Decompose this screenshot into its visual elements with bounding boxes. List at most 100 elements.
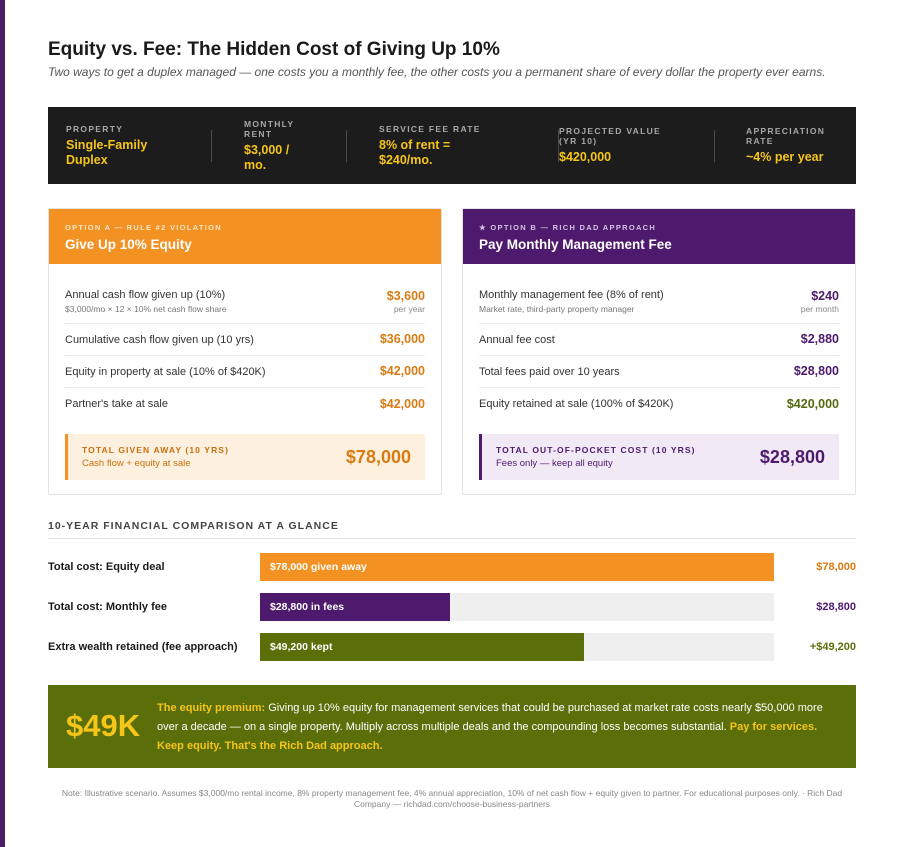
- row-label: Equity retained at sale (100% of $420K): [479, 398, 674, 410]
- stat-value: $3,000 / mo.: [244, 143, 346, 173]
- stat-label-line: PROJECTED VALUE: [559, 126, 661, 136]
- row-label: Monthly management fee (8% of rent): [479, 289, 664, 301]
- stat-value-line: $240/mo.: [379, 152, 433, 167]
- stat-label-line: RATE: [746, 136, 774, 146]
- row-value: $240: [811, 289, 839, 303]
- equity-premium-banner: $49K The equity premium: Giving up 10% e…: [48, 685, 856, 768]
- option-a-header: OPTION A — RULE #2 VIOLATION Give Up 10%…: [49, 209, 441, 264]
- row-value: $420,000: [786, 396, 839, 411]
- table-row: Cumulative cash flow given up (10 yrs) $…: [65, 324, 425, 356]
- stat-label-line: (YR 10): [559, 136, 598, 146]
- comparison-bar: $49,200 kept: [260, 633, 584, 661]
- comparison-label: Total cost: Monthly fee: [48, 601, 167, 613]
- table-row: Annual fee cost $2,880: [479, 324, 839, 356]
- total-left: TOTAL OUT-OF-POCKET COST (10 YRS) Fees o…: [496, 445, 696, 470]
- row-sublabel: Market rate, third-party property manage…: [479, 304, 635, 314]
- row-value: $3,600: [386, 289, 425, 303]
- table-row: Equity in property at sale (10% of $420K…: [65, 356, 425, 388]
- comparison-bar-label: $49,200 kept: [270, 641, 333, 653]
- stat-divider: [346, 129, 347, 162]
- stat-monthly-rent: MONTHLY RENT $3,000 / mo.: [212, 119, 346, 173]
- stat-label: APPRECIATION RATE: [746, 126, 825, 146]
- row-left: Annual cash flow given up (10%) $3,000/m…: [65, 288, 227, 315]
- stat-label: PROPERTY: [66, 123, 124, 134]
- row-label: Partner's take at sale: [65, 398, 168, 410]
- row-value: $2,880: [800, 332, 839, 346]
- stat-value: ~4% per year: [746, 150, 824, 164]
- row-left: Monthly management fee (8% of rent) Mark…: [479, 288, 664, 315]
- comparison-divider: [48, 538, 856, 539]
- comparison-label: Extra wealth retained (fee approach): [48, 641, 238, 653]
- row-value: $36,000: [379, 332, 425, 346]
- stat-service-fee-rate: SERVICE FEE RATE 8% of rent = $240/mo.: [347, 124, 558, 168]
- option-b-rows: Monthly management fee (8% of rent) Mark…: [463, 280, 855, 420]
- stat-value-line: mo.: [244, 157, 267, 172]
- stat-label: PROJECTED VALUE (YR 10): [559, 126, 714, 146]
- comparison-bar: $78,000 given away: [260, 553, 774, 581]
- option-b-title: Pay Monthly Management Fee: [479, 237, 672, 252]
- total-value: $78,000: [345, 446, 411, 467]
- row-label: Total fees paid over 10 years: [479, 365, 620, 378]
- premium-body: Giving up 10% equity for management serv…: [157, 702, 823, 733]
- row-value: $42,000: [379, 364, 425, 378]
- stat-divider: [558, 129, 559, 162]
- table-row: Annual cash flow given up (10%) $3,000/m…: [65, 280, 425, 324]
- row-label: Annual fee cost: [479, 333, 555, 346]
- row-sublabel: $3,000/mo × 12 × 10% net cash flow share: [65, 304, 227, 314]
- comparison-row-equity: Total cost: Equity deal $78,000 given aw…: [48, 553, 856, 581]
- comparison-heading: 10-YEAR FINANCIAL COMPARISON AT A GLANCE: [48, 520, 339, 532]
- page-subtitle: Two ways to get a duplex managed — one c…: [48, 65, 826, 79]
- table-row: Equity retained at sale (100% of $420K) …: [479, 388, 839, 420]
- comparison-bar-track: $78,000 given away: [260, 553, 774, 581]
- row-label: Annual cash flow given up (10%): [65, 289, 226, 301]
- stat-appreciation-rate: APPRECIATION RATE ~4% per year: [715, 126, 825, 165]
- option-b-card: ★ OPTION B — RICH DAD APPROACH Pay Month…: [462, 208, 856, 495]
- premium-amount: $49K: [66, 708, 141, 743]
- table-row: Total fees paid over 10 years $28,800: [479, 356, 839, 388]
- stat-value: Single-Family Duplex: [66, 138, 211, 168]
- footnote: Note: Illustrative scenario. Assumes $3,…: [61, 788, 843, 809]
- row-unit: per year: [393, 304, 425, 314]
- option-b-total: TOTAL OUT-OF-POCKET COST (10 YRS) Fees o…: [479, 434, 839, 480]
- option-a-tag: OPTION A — RULE #2 VIOLATION: [65, 223, 222, 232]
- stat-property: PROPERTY Single-Family Duplex: [66, 124, 211, 168]
- stat-value: 8% of rent = $240/mo.: [379, 138, 558, 168]
- premium-text: The equity premium: Giving up 10% equity…: [157, 699, 837, 756]
- comparison-value: +$49,200: [809, 641, 856, 653]
- total-sublabel: Fees only — keep all equity: [496, 457, 613, 469]
- total-label: TOTAL GIVEN AWAY (10 YRS): [82, 444, 230, 455]
- row-unit: per month: [800, 304, 839, 314]
- total-value: $28,800: [759, 446, 825, 467]
- stat-divider: [714, 129, 715, 162]
- comparison-bar-label: $28,800 in fees: [270, 601, 345, 613]
- comparison-bar: $28,800 in fees: [260, 593, 450, 621]
- premium-tail: Pay for services. Keep equity. That's th…: [157, 721, 818, 752]
- comparison-row-fee: Total cost: Monthly fee $28,800 in fees …: [48, 593, 856, 621]
- row-right: $3,600 per year: [387, 289, 425, 314]
- premium-lead: The equity premium:: [157, 702, 266, 714]
- comparison-bar-label: $78,000 given away: [270, 561, 367, 573]
- stat-value-line: 8% of rent =: [379, 137, 451, 152]
- row-right: $240 per month: [801, 289, 839, 314]
- stat-label: SERVICE FEE RATE: [379, 123, 481, 134]
- comparison-value: $78,000: [816, 561, 856, 573]
- option-b-tag: ★ OPTION B — RICH DAD APPROACH: [479, 223, 657, 232]
- row-label: Equity in property at sale (10% of $420K…: [65, 365, 266, 378]
- stat-label-line: MONTHLY: [244, 118, 295, 129]
- row-label: Cumulative cash flow given up (10 yrs): [65, 333, 254, 346]
- comparison-value: $28,800: [816, 601, 856, 613]
- stat-label: MONTHLY RENT: [244, 119, 346, 139]
- left-accent-bar: [0, 0, 5, 847]
- row-value: $28,800: [793, 364, 839, 378]
- stat-projected-value: PROJECTED VALUE (YR 10) $420,000: [559, 126, 714, 165]
- stat-divider: [211, 129, 212, 162]
- comparison-row-retained: Extra wealth retained (fee approach) $49…: [48, 633, 856, 661]
- stat-label-line: RENT: [244, 128, 273, 139]
- option-a-total: TOTAL GIVEN AWAY (10 YRS) Cash flow + eq…: [65, 434, 425, 480]
- option-a-title: Give Up 10% Equity: [65, 237, 192, 252]
- option-a-rows: Annual cash flow given up (10%) $3,000/m…: [49, 280, 441, 420]
- table-row: Partner's take at sale $42,000: [65, 388, 425, 420]
- stat-value-line: $3,000 /: [244, 142, 290, 157]
- stat-value-line: Single-Family: [66, 137, 148, 152]
- comparison-bar-track: $28,800 in fees: [260, 593, 774, 621]
